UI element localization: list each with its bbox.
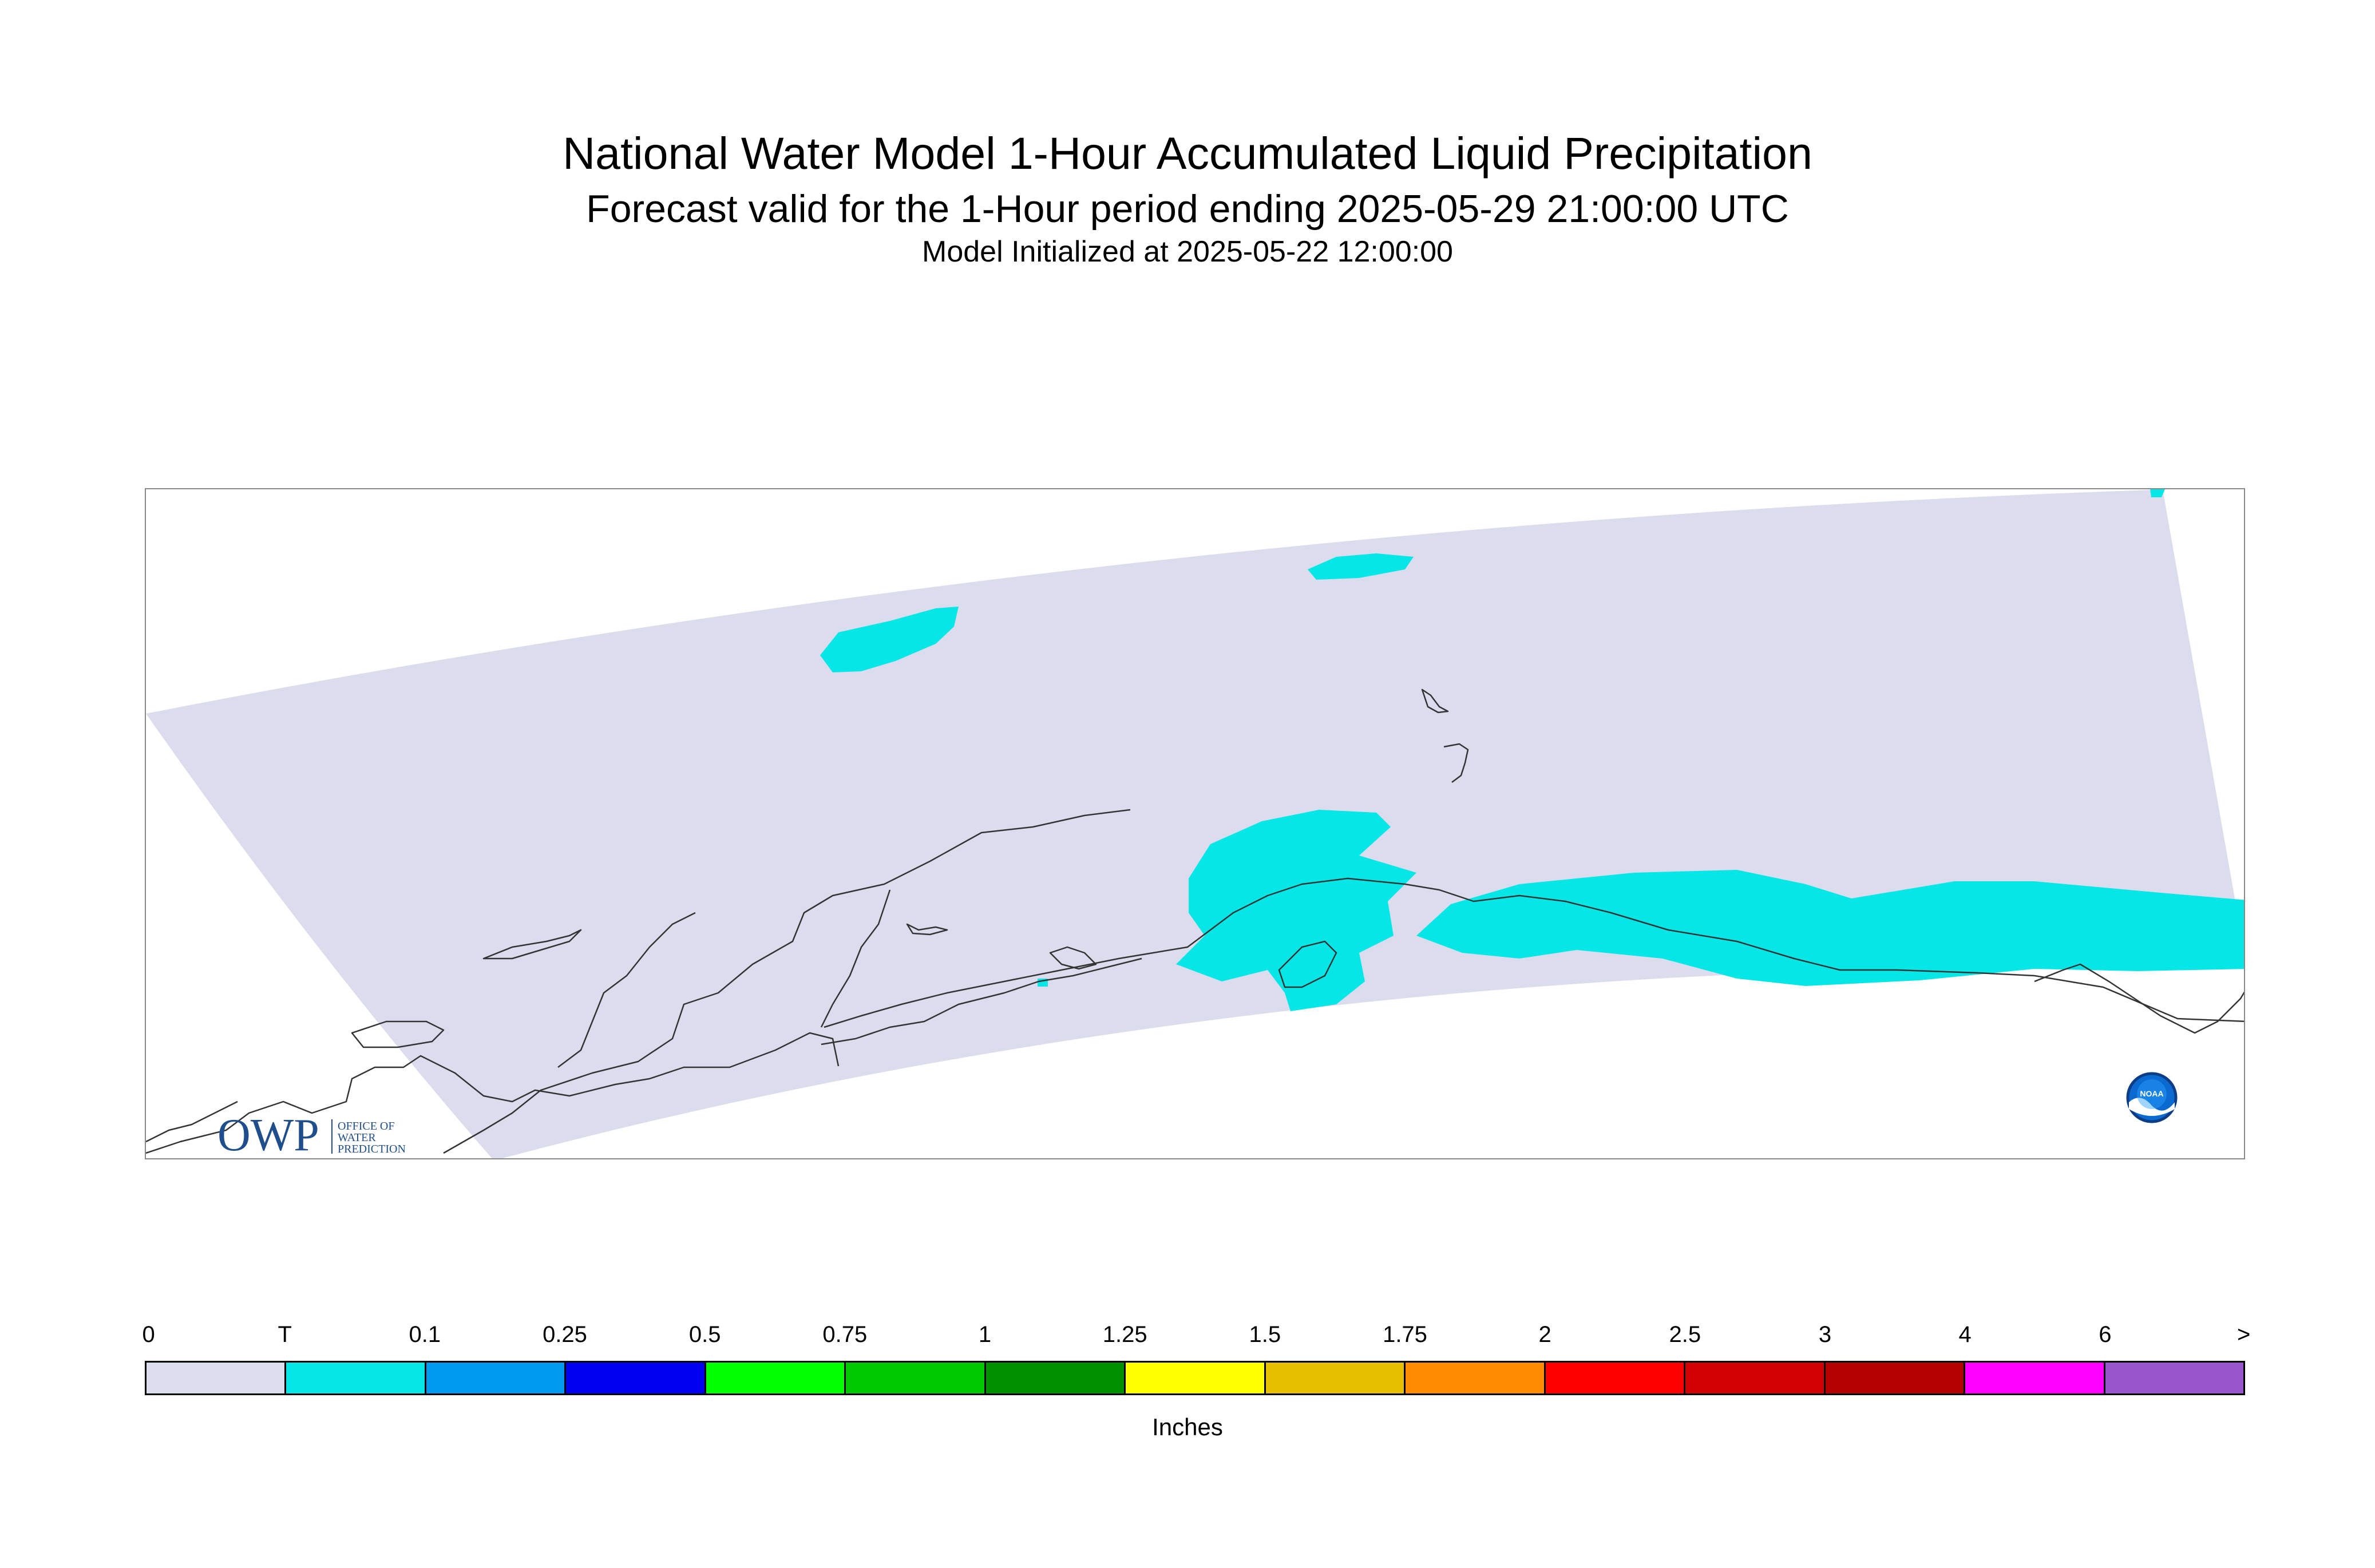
trace-area-bristol-bay [1176, 810, 1416, 1011]
legend-tick-label: 0 [142, 1322, 155, 1347]
legend-color-swatch [1965, 1363, 2105, 1393]
legend-color-swatch [1685, 1363, 1826, 1393]
legend-tick-label: 4 [1958, 1322, 1972, 1347]
pribilof-island [1049, 946, 1097, 970]
legend-tick-label: 3 [1818, 1322, 1832, 1347]
map-title: National Water Model 1-Hour Accumulated … [563, 128, 1812, 179]
legend-color-swatch [985, 1363, 1126, 1393]
alaska-peninsula-coast [824, 877, 2244, 1028]
legend-tick-label: 1.25 [1102, 1322, 1147, 1347]
legend-tick-label: 0.25 [543, 1322, 587, 1347]
se-alaska-coast [2034, 963, 2244, 1034]
owp-logo-line-2: WATER [338, 1131, 376, 1144]
legend-tick-label: 1 [978, 1322, 992, 1347]
trace-area-corner [2150, 489, 2165, 497]
legend-color-swatch [1126, 1363, 1266, 1393]
interior-river [820, 889, 891, 1028]
st-lawrence-island [482, 929, 582, 960]
coastlines [146, 688, 2244, 1154]
trace-area-north [820, 607, 959, 672]
yukon-delta-coast [146, 1032, 840, 1154]
map-panel: NOAA OWP OFFICE OF WATER PREDICTION [145, 488, 2245, 1159]
owp-logo-line-3: PREDICTION [338, 1143, 406, 1155]
precipitation-map: NOAA [146, 489, 2244, 1158]
trace-area-north-small [1308, 553, 1414, 580]
legend-tick-label: T [278, 1322, 292, 1347]
western-alaska-coast [443, 809, 1131, 1154]
legend-tick-labels: 0 T 0.1 0.25 0.5 0.75 1 1.25 1.5 1.75 2 2.5 3 4 6 > [142, 1322, 2251, 1351]
owp-logo: OWP OFFICE OF WATER PREDICTION [217, 1111, 406, 1157]
forecast-valid-subtitle: Forecast valid for the 1-Hour period end… [586, 187, 1789, 231]
legend-color-swatch [1825, 1363, 1966, 1393]
legend-tick-label: 2 [1538, 1322, 1551, 1347]
legend-tick-label: 0.75 [822, 1322, 868, 1347]
owp-logo-letters: OWP [217, 1111, 319, 1157]
legend-tick-label: 0.5 [688, 1322, 721, 1347]
aleutian-coast [821, 957, 1142, 1046]
far-west-coast [146, 1100, 238, 1143]
legend-color-swatch [566, 1363, 706, 1393]
legend-color-swatch [286, 1363, 426, 1393]
noaa-logo: NOAA [2126, 1072, 2178, 1123]
trace-area-gulf-of-alaska [1416, 870, 2244, 986]
small-island-2 [1443, 743, 1469, 783]
kodiak-island [1278, 940, 1337, 988]
nelson-island [906, 923, 948, 936]
legend-color-swatch [706, 1363, 846, 1393]
legend-color-swatch [426, 1363, 567, 1393]
legend-color-swatch [1545, 1363, 1686, 1393]
legend-tick-label: > [2237, 1322, 2251, 1347]
legend-tick-label: 2.5 [1669, 1322, 1701, 1347]
kuskokwim-coast [557, 912, 696, 1068]
nunivak-island [351, 1020, 445, 1048]
model-init-subtitle: Model Initialized at 2025-05-22 12:00:00 [922, 235, 1453, 268]
model-domain-left-edge [146, 714, 492, 1158]
legend-tick-label: 1.75 [1383, 1322, 1427, 1347]
model-domain [146, 489, 2244, 1158]
legend-color-swatch [147, 1363, 287, 1393]
legend-color-swatch [1406, 1363, 1546, 1393]
small-island-1 [1421, 688, 1449, 714]
legend-color-swatch [846, 1363, 986, 1393]
noaa-logo-text: NOAA [2140, 1089, 2163, 1098]
owp-logo-line-1: OFFICE OF [338, 1120, 394, 1133]
legend-colorbar [145, 1361, 2245, 1395]
legend-tick-label: 6 [2099, 1322, 2112, 1347]
legend-tick-label: 1.5 [1249, 1322, 1281, 1347]
legend-color-swatch [2105, 1363, 2244, 1393]
legend-color-swatch [1265, 1363, 1406, 1393]
legend-tick-label: 0.1 [409, 1322, 441, 1347]
legend-units-label: Inches [1152, 1413, 1223, 1440]
trace-precip-areas [820, 489, 2244, 1011]
